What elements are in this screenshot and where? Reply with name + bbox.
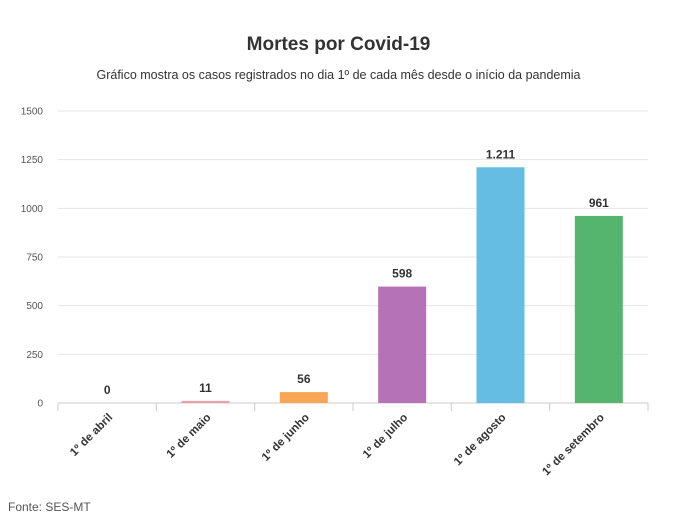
- data-label: 0: [104, 383, 111, 397]
- y-tick-label: 1000: [21, 204, 44, 215]
- category-label: 1º de maio: [165, 412, 214, 461]
- y-tick-label: 750: [26, 253, 43, 264]
- data-label: 11: [199, 381, 212, 395]
- data-label: 56: [297, 372, 311, 386]
- category-label: 1º de agosto: [452, 412, 509, 469]
- x-axis-tick-marks: [57, 403, 649, 411]
- bar: [279, 392, 328, 403]
- source-note: Fonte: SES-MT: [8, 500, 91, 514]
- y-axis-ticks: 0 250 500 750 1000 1250 1500: [21, 107, 44, 410]
- y-tick-label: 1250: [21, 155, 44, 166]
- bar: [574, 215, 623, 403]
- category-labels: 1º de abril 1º de maio 1º de junho 1º de ju…: [68, 412, 607, 479]
- category-label: 1º de junho: [260, 412, 312, 464]
- y-tick-label: 500: [26, 301, 43, 312]
- category-label: 1º de julho: [361, 412, 410, 461]
- bar: [181, 400, 230, 403]
- gridlines: [58, 110, 648, 355]
- bar: [378, 286, 427, 403]
- chart-title: Mortes por Covid-19: [246, 34, 431, 55]
- data-label: 1.211: [486, 147, 516, 161]
- category-label: 1º de setembro: [540, 412, 607, 479]
- category-label: 1º de abril: [68, 412, 115, 459]
- bar: [476, 167, 525, 403]
- y-tick-label: 250: [26, 350, 43, 361]
- data-labels: 0 11 56 598 1.211 961: [104, 147, 609, 397]
- y-tick-label: 0: [37, 399, 43, 410]
- bars: [181, 167, 623, 403]
- data-label: 598: [392, 267, 412, 281]
- data-label: 961: [589, 196, 609, 210]
- y-tick-label: 1500: [21, 107, 44, 118]
- chart-subtitle: Gráfico mostra os casos registrados no d…: [96, 68, 581, 82]
